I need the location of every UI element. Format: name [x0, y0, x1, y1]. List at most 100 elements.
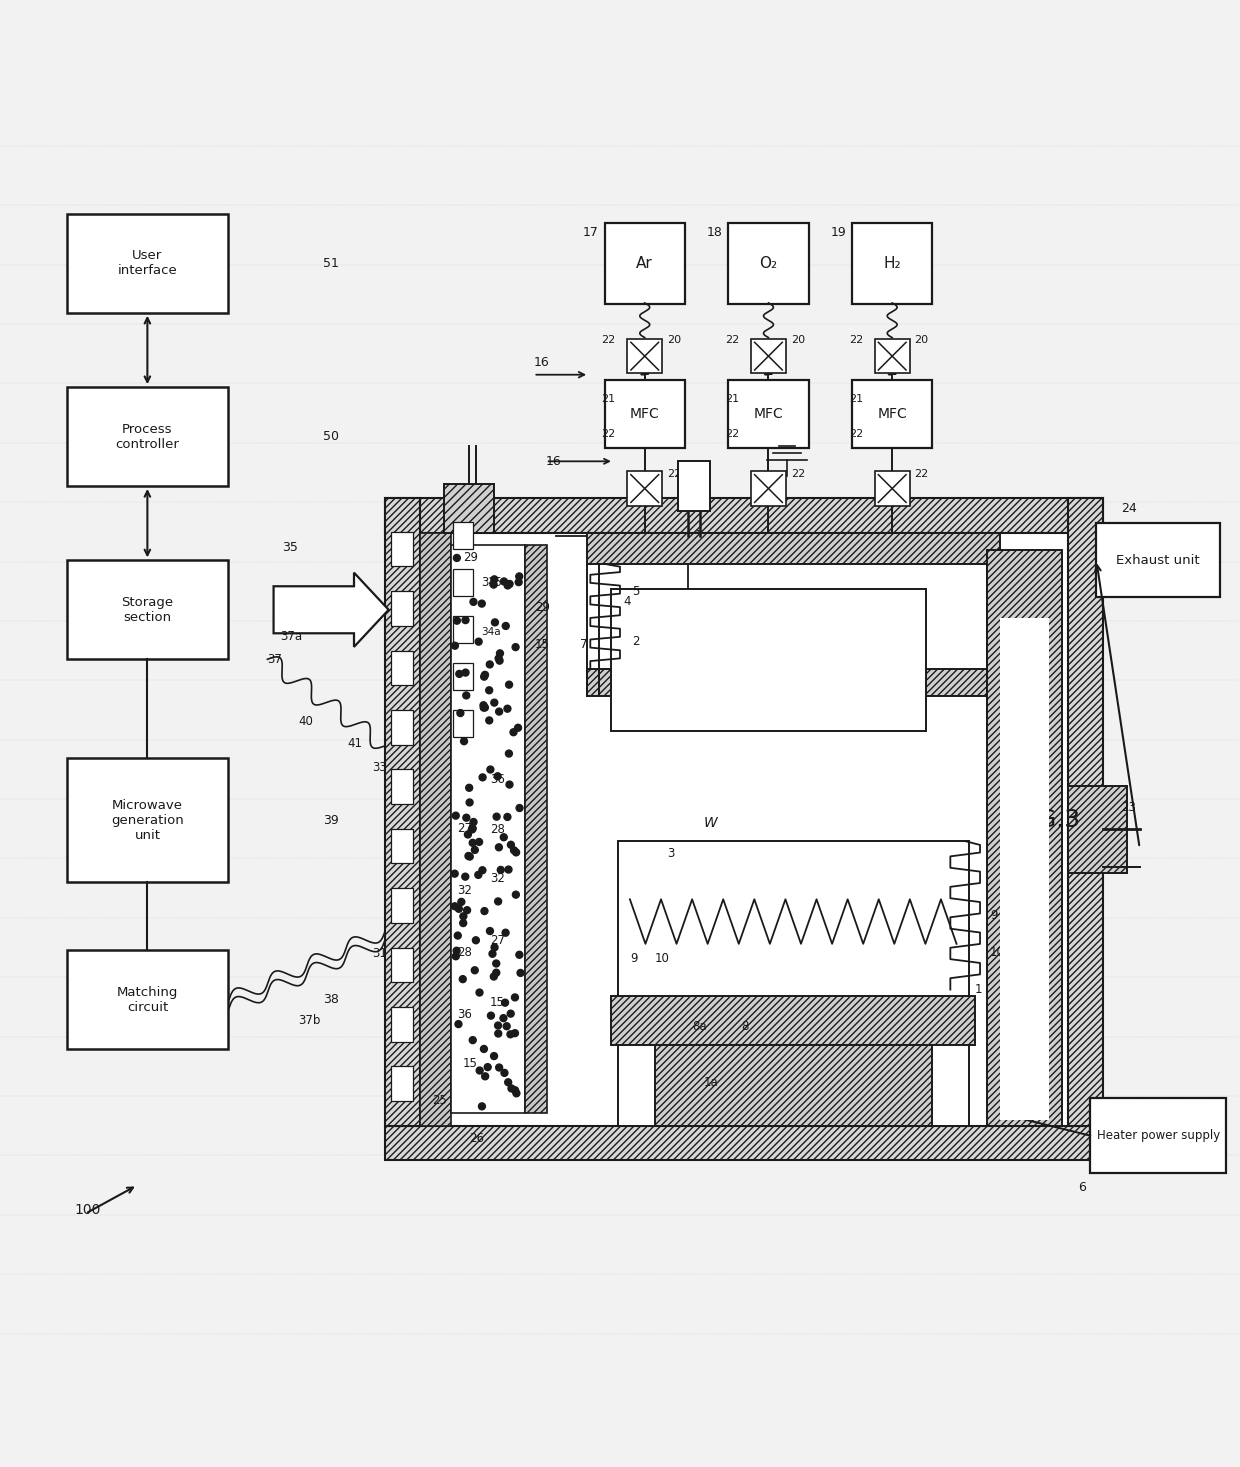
- Circle shape: [466, 854, 474, 860]
- Text: 37b: 37b: [299, 1014, 321, 1027]
- Circle shape: [491, 1053, 497, 1059]
- Circle shape: [495, 898, 502, 905]
- Text: 1: 1: [694, 530, 702, 541]
- Text: 15: 15: [534, 638, 549, 651]
- Circle shape: [463, 814, 470, 822]
- Text: 22: 22: [725, 428, 739, 439]
- Circle shape: [489, 951, 496, 958]
- Circle shape: [455, 905, 463, 912]
- Text: 16: 16: [546, 455, 562, 468]
- Text: 40: 40: [299, 714, 314, 728]
- Text: Exhaust unit: Exhaust unit: [1116, 553, 1200, 566]
- Text: 15: 15: [487, 577, 502, 590]
- Text: 22: 22: [849, 428, 863, 439]
- Bar: [875, 471, 909, 506]
- Circle shape: [481, 673, 487, 681]
- Circle shape: [501, 1069, 508, 1077]
- Text: 39: 39: [324, 814, 339, 826]
- Text: 10: 10: [655, 952, 670, 965]
- Circle shape: [517, 970, 525, 977]
- Text: 4: 4: [624, 594, 631, 607]
- Text: 10: 10: [990, 946, 1004, 959]
- Bar: [391, 710, 413, 745]
- Text: 28: 28: [456, 946, 471, 959]
- Text: 22: 22: [601, 334, 616, 345]
- Text: 24: 24: [1121, 502, 1137, 515]
- Circle shape: [510, 729, 517, 735]
- Bar: [655, 1039, 931, 1125]
- Circle shape: [492, 959, 500, 967]
- Text: 36: 36: [456, 1008, 471, 1021]
- Circle shape: [486, 717, 492, 723]
- Bar: [391, 829, 413, 864]
- Circle shape: [469, 824, 476, 832]
- Circle shape: [486, 662, 494, 667]
- Bar: [67, 560, 228, 659]
- Bar: [999, 619, 1049, 1119]
- Circle shape: [506, 681, 512, 688]
- Circle shape: [480, 704, 487, 711]
- Bar: [450, 546, 525, 1113]
- Text: 21: 21: [725, 395, 739, 405]
- Circle shape: [503, 1022, 510, 1030]
- Text: 17: 17: [583, 226, 599, 239]
- Bar: [627, 339, 662, 374]
- Text: H₂: H₂: [883, 255, 901, 271]
- Circle shape: [486, 927, 494, 934]
- Circle shape: [476, 989, 482, 996]
- Circle shape: [496, 657, 503, 665]
- Text: 2: 2: [632, 635, 640, 648]
- Text: 36: 36: [490, 773, 505, 786]
- Bar: [611, 996, 975, 1046]
- Text: 21: 21: [849, 395, 863, 405]
- Text: 37a: 37a: [280, 631, 301, 644]
- Bar: [1096, 524, 1220, 597]
- Circle shape: [512, 644, 520, 650]
- Circle shape: [516, 804, 523, 811]
- Circle shape: [507, 841, 515, 848]
- Text: 9: 9: [630, 952, 637, 965]
- Text: 20: 20: [914, 334, 929, 345]
- Bar: [728, 380, 808, 449]
- Circle shape: [490, 581, 497, 588]
- Circle shape: [490, 973, 497, 980]
- Circle shape: [481, 704, 489, 711]
- Circle shape: [507, 1011, 515, 1017]
- Circle shape: [496, 844, 502, 851]
- Circle shape: [503, 814, 511, 820]
- Circle shape: [466, 785, 472, 791]
- Circle shape: [470, 599, 477, 606]
- Text: 8a: 8a: [692, 1020, 707, 1033]
- Circle shape: [469, 826, 476, 833]
- Bar: [444, 484, 494, 533]
- Text: 27: 27: [490, 934, 505, 948]
- Circle shape: [479, 867, 486, 874]
- Circle shape: [501, 578, 507, 585]
- Text: User
interface: User interface: [118, 249, 177, 277]
- Circle shape: [456, 710, 464, 716]
- Circle shape: [511, 846, 517, 854]
- Circle shape: [516, 951, 523, 958]
- Circle shape: [500, 1015, 507, 1021]
- Bar: [391, 1067, 413, 1100]
- Circle shape: [516, 574, 523, 579]
- Circle shape: [480, 1046, 487, 1052]
- Circle shape: [492, 970, 500, 976]
- Text: 9: 9: [990, 910, 997, 921]
- Circle shape: [471, 846, 479, 854]
- Text: 34a: 34a: [481, 626, 501, 637]
- Circle shape: [495, 1022, 501, 1028]
- Text: 50: 50: [324, 430, 339, 443]
- Bar: [587, 669, 987, 697]
- Bar: [391, 650, 413, 685]
- Circle shape: [515, 578, 522, 585]
- Bar: [751, 471, 786, 506]
- FancyArrow shape: [274, 572, 388, 647]
- Text: 27: 27: [456, 823, 471, 835]
- Circle shape: [454, 618, 460, 623]
- Circle shape: [456, 670, 463, 678]
- Bar: [1068, 786, 1127, 873]
- Circle shape: [512, 849, 520, 855]
- Text: 1: 1: [975, 983, 982, 996]
- Bar: [611, 588, 925, 731]
